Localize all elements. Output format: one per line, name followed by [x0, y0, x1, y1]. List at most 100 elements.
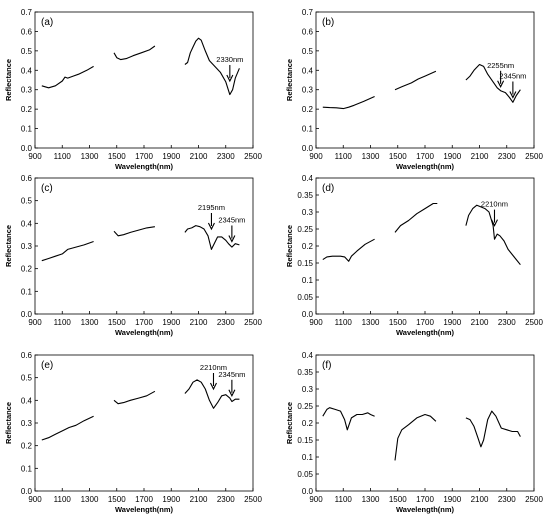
plot-frame [315, 354, 535, 492]
y-tick-label: 0.0 [21, 310, 33, 319]
y-tick-label: 0.15 [297, 259, 313, 268]
x-tick-label: 2100 [471, 152, 489, 161]
x-tick-label: 2500 [525, 318, 543, 327]
spectrum-line [394, 202, 438, 233]
x-tick-label: 1500 [108, 318, 126, 327]
spectrum-line [465, 63, 521, 103]
x-tick-label: 1300 [362, 318, 380, 327]
x-axis-label: Wavelength(nm) [396, 328, 455, 337]
y-tick-label: 0.4 [21, 66, 33, 75]
y-tick-label: 0.35 [297, 368, 313, 377]
y-tick-label: 0.2 [21, 265, 33, 274]
y-tick-label: 0.0 [302, 310, 314, 319]
annotation-label: 2345nm [218, 370, 245, 379]
y-tick-label: 0.1 [21, 287, 33, 296]
x-tick-label: 1300 [362, 152, 380, 161]
y-axis-label: Reflectance [4, 59, 13, 101]
x-tick-label: 1300 [81, 495, 99, 504]
y-axis-label: Reflectance [4, 402, 13, 444]
y-tick-label: 0.2 [302, 419, 314, 428]
y-tick-label: 0.4 [21, 219, 33, 228]
y-tick-label: 0.7 [302, 8, 314, 17]
spectrum-line [184, 379, 240, 409]
y-tick-label: 0.4 [21, 396, 33, 405]
y-tick-label: 0.25 [297, 225, 313, 234]
x-tick-label: 2500 [244, 152, 262, 161]
x-tick-label: 1700 [135, 495, 153, 504]
x-axis-label: Wavelength(nm) [396, 162, 455, 171]
y-tick-label: 0.3 [21, 86, 33, 95]
y-tick-label: 0.15 [297, 436, 313, 445]
panel-label: (a) [41, 17, 53, 28]
panel-label: (b) [322, 17, 334, 28]
x-tick-label: 1300 [362, 495, 380, 504]
x-tick-label: 1900 [162, 152, 180, 161]
y-axis-label: Reflectance [285, 225, 294, 267]
x-tick-label: 2100 [190, 152, 208, 161]
x-tick-label: 2300 [498, 318, 516, 327]
plot-frame [34, 177, 254, 315]
spectrum-line [465, 410, 521, 448]
x-tick-label: 2300 [217, 152, 235, 161]
x-tick-label: 2100 [471, 318, 489, 327]
spectrum-line [394, 413, 437, 461]
annotation-label: 2330nm [216, 55, 243, 64]
annotation-label: 2345nm [499, 71, 526, 80]
x-tick-label: 900 [28, 318, 42, 327]
x-tick-label: 1700 [135, 152, 153, 161]
y-tick-label: 0.5 [21, 374, 33, 383]
x-tick-label: 1300 [81, 318, 99, 327]
x-tick-label: 900 [28, 152, 42, 161]
y-tick-label: 0.5 [302, 47, 314, 56]
x-tick-label: 1500 [389, 318, 407, 327]
y-tick-label: 0.3 [302, 385, 314, 394]
annotation-arrowhead [228, 235, 236, 243]
y-tick-label: 0.6 [21, 174, 33, 183]
y-tick-label: 0.1 [302, 125, 314, 134]
x-tick-label: 900 [28, 495, 42, 504]
y-tick-label: 0.6 [21, 27, 33, 36]
x-axis-label: Wavelength(nm) [115, 162, 174, 171]
panel-label: (c) [41, 183, 53, 194]
x-tick-label: 2300 [217, 495, 235, 504]
chart-panel: 900 1100 1300 1500 1700 1900 2100 2300 2500 0.0 0.… [4, 8, 262, 171]
x-tick-label: 1100 [335, 495, 353, 504]
y-tick-label: 0.35 [297, 191, 313, 200]
spectrum-line [113, 226, 155, 237]
x-tick-label: 1900 [162, 318, 180, 327]
x-tick-label: 1700 [416, 318, 434, 327]
plot-frame [34, 11, 254, 149]
y-tick-label: 0.2 [21, 442, 33, 451]
panel-label: (e) [41, 360, 53, 371]
x-tick-label: 1500 [108, 152, 126, 161]
annotation-arrowhead [228, 389, 236, 398]
y-tick-label: 0.2 [21, 105, 33, 114]
x-axis-label: Wavelength(nm) [115, 505, 174, 514]
x-tick-label: 2100 [190, 495, 208, 504]
x-tick-label: 1700 [135, 318, 153, 327]
y-tick-label: 0.6 [21, 351, 33, 360]
spectrum-line [184, 225, 240, 250]
y-axis-label: Reflectance [4, 225, 13, 267]
x-tick-label: 2500 [244, 318, 262, 327]
x-tick-label: 1100 [54, 495, 72, 504]
y-tick-label: 0.4 [302, 174, 314, 183]
x-axis-label: Wavelength(nm) [115, 328, 174, 337]
y-axis-label: Reflectance [285, 402, 294, 444]
spectrum-line [394, 70, 437, 91]
y-tick-label: 0.0 [21, 144, 33, 153]
spectrum-line [113, 45, 156, 61]
y-tick-label: 0.2 [302, 105, 314, 114]
x-tick-label: 2100 [190, 318, 208, 327]
annotation-arrowhead [490, 219, 498, 227]
x-tick-label: 2300 [498, 152, 516, 161]
y-tick-label: 0.2 [302, 242, 314, 251]
y-tick-label: 0.05 [297, 293, 313, 302]
spectrum-line [322, 407, 375, 431]
y-tick-label: 0.1 [302, 276, 314, 285]
y-tick-label: 0.1 [21, 464, 33, 473]
y-axis-label: Reflectance [285, 59, 294, 101]
x-tick-label: 2100 [471, 495, 489, 504]
y-tick-label: 0.6 [302, 27, 314, 36]
x-tick-label: 1900 [162, 495, 180, 504]
